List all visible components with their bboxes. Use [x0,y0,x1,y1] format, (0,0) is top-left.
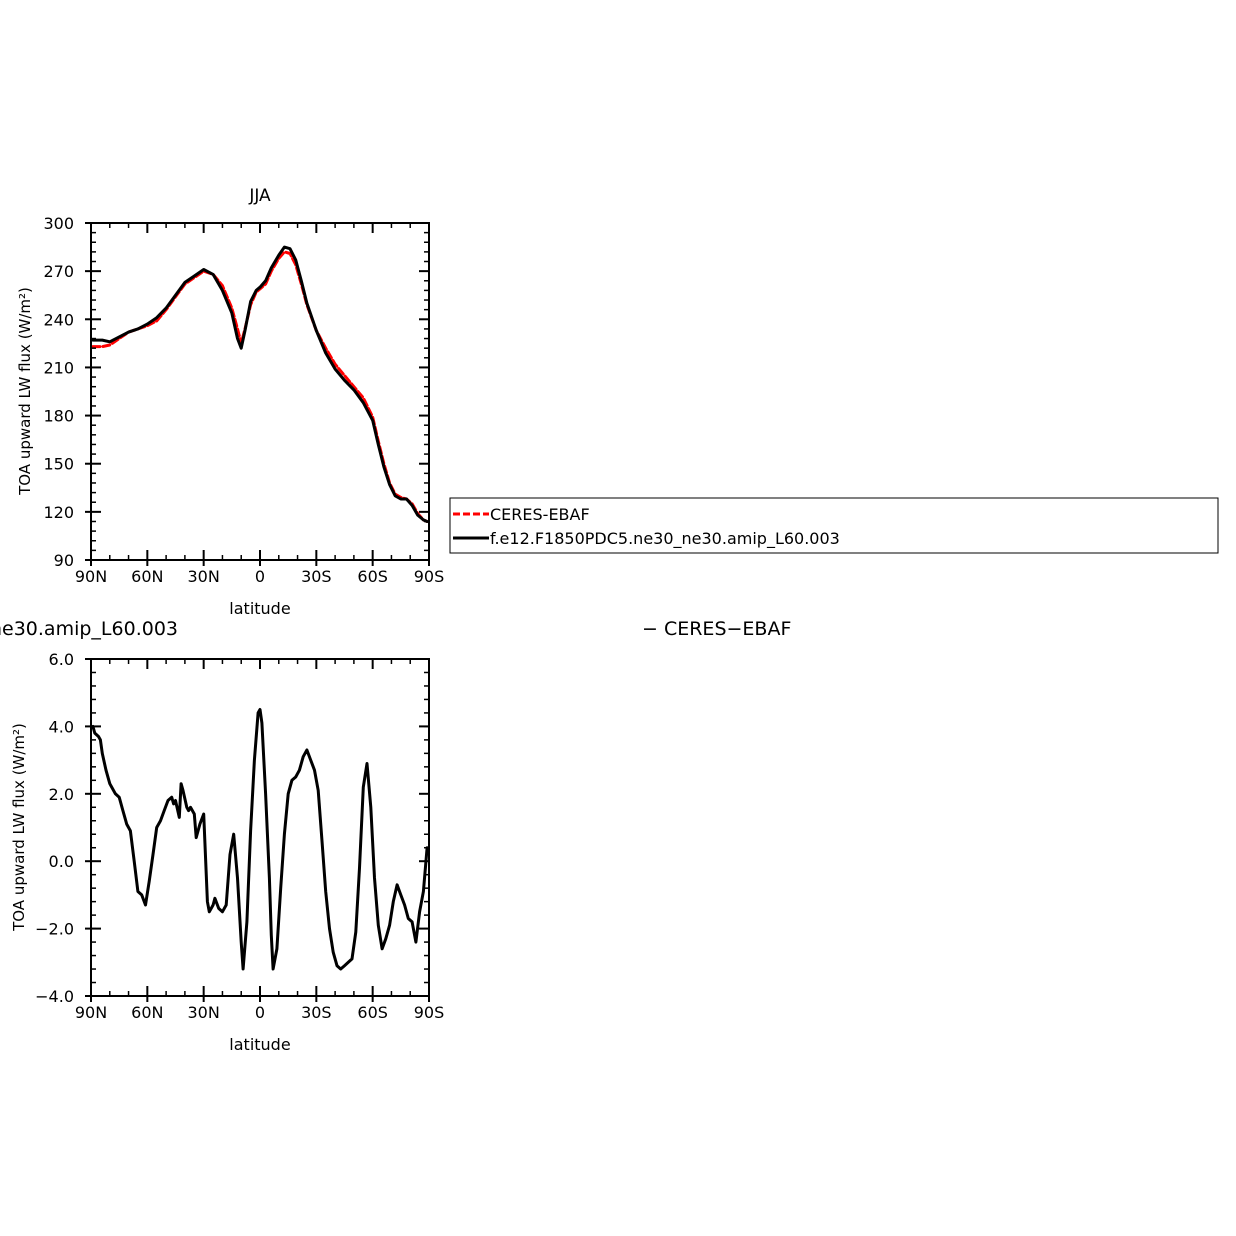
bottom-y-tick-label: −4.0 [35,987,74,1006]
top-y-tick-label: 210 [43,358,74,377]
top-x-tick-label: 90N [75,567,107,586]
top-panel: JJA 90N 60N 30N 0 30S 60S 90S 90 120 150 180 210 240… [16,186,444,618]
top-chart-series-line-0 [91,250,429,523]
bottom-chart-title-right: − CERES−EBAF [642,618,791,640]
bottom-x-tick-label: 90N [75,1003,107,1022]
top-y-tick-label: 270 [43,262,74,281]
top-y-tick-label: 240 [43,310,74,329]
bottom-y-tick-label: 2.0 [49,785,74,804]
legend-box [449,497,1219,554]
bottom-chart-series-line-0 [91,708,429,971]
top-x-tick-label: 30N [188,567,220,586]
bottom-x-tick-label: 30N [188,1003,220,1022]
bottom-y-tick-label: 4.0 [49,717,74,736]
top-chart-plot-frame [90,222,430,561]
top-y-tick-label: 300 [43,214,74,233]
bottom-chart-x-label: latitude [229,1035,290,1054]
top-x-tick-label: 60S [357,567,388,586]
bottom-chart-title-left: f.e12.F1850PDC5.ne30_ne30.amip_L60.003 [0,618,178,640]
bottom-chart-ticks: 90N 60N 30N 0 30S 60S 90S −4.0 −2.0 0.0 2.0 4.0 6.0 [35,650,444,1022]
top-y-tick-label: 120 [43,503,74,522]
bottom-y-tick-label: 0.0 [49,852,74,871]
bottom-x-tick-label: 60N [131,1003,163,1022]
top-chart-title: JJA [248,186,271,206]
top-chart-y-label: TOA upward LW flux (W/m²) [16,287,34,496]
bottom-x-tick-label: 90S [414,1003,445,1022]
top-chart-series-line-1 [91,245,429,523]
bottom-x-tick-label: 30S [301,1003,332,1022]
bottom-y-tick-label: 6.0 [49,650,74,669]
top-chart-series-group [91,245,429,523]
top-y-tick-label: 90 [54,551,74,570]
top-x-tick-label: 90S [414,567,445,586]
top-y-tick-label: 180 [43,407,74,426]
top-x-tick-label: 60N [131,567,163,586]
bottom-chart-y-label: TOA upward LW flux (W/m²) [10,723,28,932]
bottom-x-tick-label: 0 [255,1003,265,1022]
legend-label-model: f.e12.F1850PDC5.ne30_ne30.amip_L60.003 [490,529,840,549]
legend-label-ceres: CERES-EBAF [490,505,590,524]
bottom-panel: f.e12.F1850PDC5.ne30_ne30.amip_L60.003 −… [0,618,791,1054]
bottom-x-tick-label: 60S [357,1003,388,1022]
top-x-tick-label: 0 [255,567,265,586]
top-chart-x-label: latitude [229,599,290,618]
bottom-chart-series-group [91,708,429,971]
top-x-tick-label: 30S [301,567,332,586]
top-y-tick-label: 150 [43,455,74,474]
bottom-y-tick-label: −2.0 [35,920,74,939]
top-chart-ticks: 90N 60N 30N 0 30S 60S 90S 90 120 150 180 210 240 270 3… [43,214,444,586]
legend: CERES-EBAF f.e12.F1850PDC5.ne30_ne30.ami… [449,497,1219,554]
